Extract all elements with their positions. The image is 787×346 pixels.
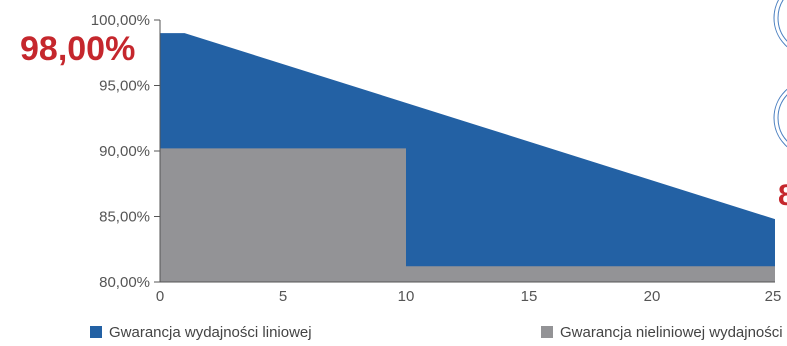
legend-label-nonlinear: Gwarancja nieliniowej wydajności (560, 323, 783, 341)
y-tick-label: 100,00% (91, 12, 150, 29)
highlight-value: 98,00% (20, 30, 135, 68)
x-tick-label: 20 (644, 288, 661, 305)
y-ticks: 100,00% 95,00% 90,00% 85,00% 80,00% (91, 12, 160, 291)
legend-label-linear: Gwarancja wydajności liniowej (109, 323, 312, 341)
chart-areas (160, 33, 775, 282)
x-tick-label: 25 (765, 288, 782, 305)
y-tick-label: 95,00% (99, 78, 150, 95)
x-tick-label: 10 (398, 288, 415, 305)
y-tick-label: 85,00% (99, 209, 150, 226)
legend-swatch-nonlinear (541, 326, 553, 338)
legend-item-nonlinear: Gwarancja nieliniowej wydajności (541, 322, 783, 342)
x-tick-label: 15 (521, 288, 538, 305)
circle-badge-icon (773, 88, 787, 148)
y-tick-label: 80,00% (99, 274, 150, 291)
legend-swatch-linear (90, 326, 102, 338)
partial-red-text: 8 (778, 179, 787, 212)
legend-item-linear: Gwarancja wydajności liniowej (90, 322, 312, 342)
x-ticks: 0 5 10 15 20 25 (156, 288, 782, 305)
area-series-1 (160, 148, 775, 282)
x-tick-label: 5 (279, 288, 287, 305)
x-tick-label: 0 (156, 288, 164, 305)
circle-badge-icon (773, 0, 787, 48)
y-tick-label: 90,00% (99, 143, 150, 160)
